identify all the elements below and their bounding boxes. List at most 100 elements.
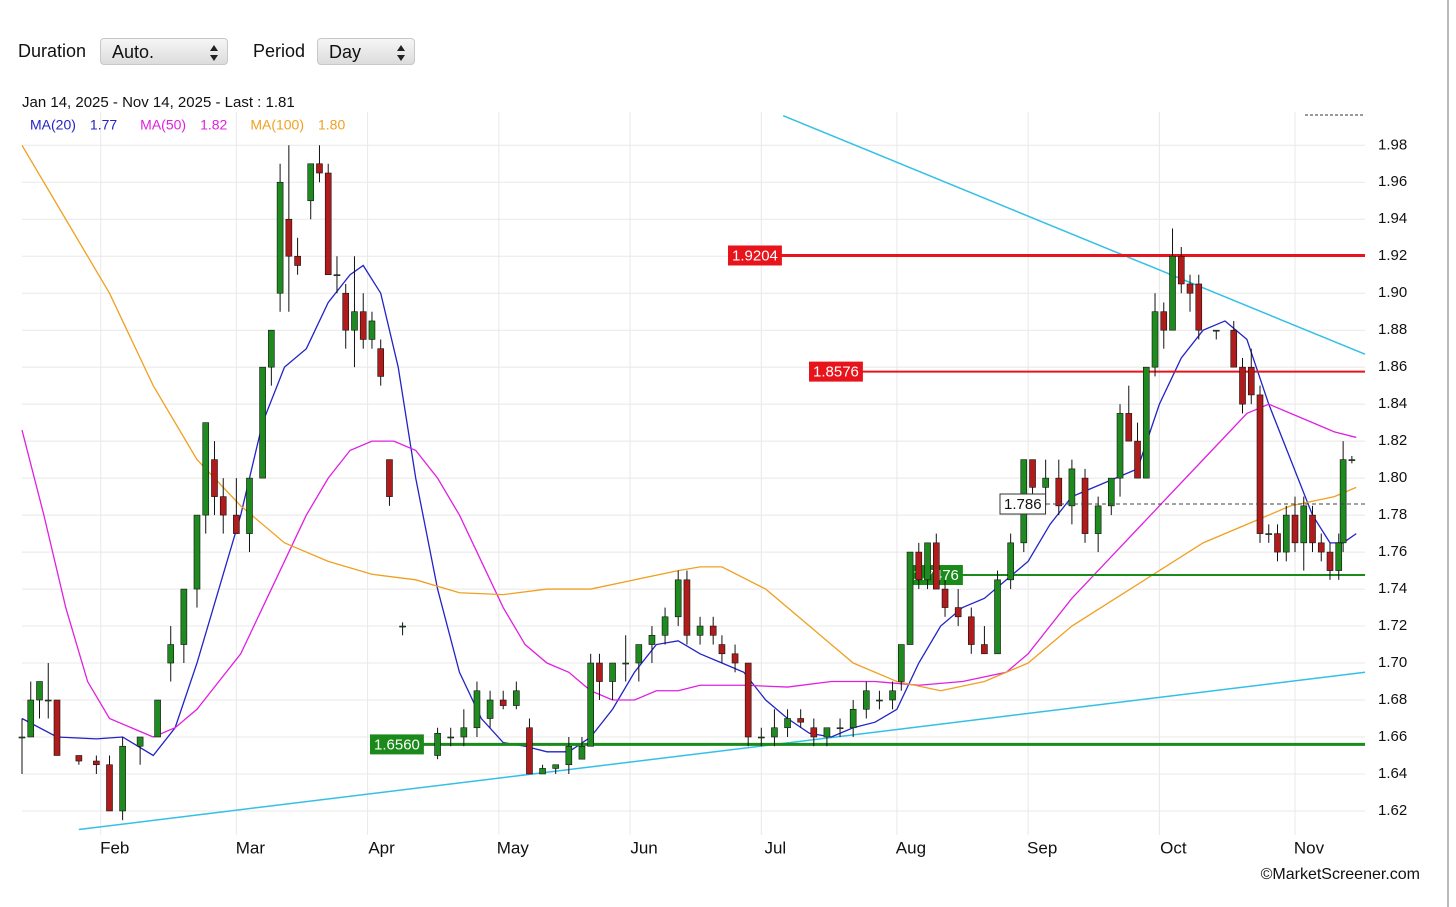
y-tick-label: 1.90 bbox=[1378, 284, 1407, 301]
level-tag-label: 1.8576 bbox=[813, 364, 859, 381]
candle-body bbox=[499, 699, 507, 706]
candle-body bbox=[75, 755, 83, 762]
candle-body bbox=[709, 625, 717, 636]
y-tick-label: 1.82 bbox=[1378, 432, 1407, 449]
candle-body bbox=[797, 718, 804, 723]
x-tick-label: Jul bbox=[764, 838, 786, 857]
level-tag-box bbox=[370, 734, 424, 755]
candle-body bbox=[154, 699, 161, 738]
candle-body bbox=[578, 745, 586, 760]
candle-body bbox=[1247, 366, 1255, 396]
period-label: Period bbox=[253, 41, 306, 61]
candle-body bbox=[333, 274, 341, 277]
candle-body bbox=[1186, 283, 1194, 294]
x-tick-label: Sep bbox=[1027, 838, 1057, 857]
candle-body bbox=[1195, 283, 1203, 331]
level-tag-label: 1.9204 bbox=[732, 247, 778, 264]
candle-body bbox=[1335, 542, 1343, 571]
candle-body bbox=[661, 616, 669, 636]
candle-body bbox=[565, 745, 573, 766]
candle-body bbox=[44, 699, 52, 702]
candle-body bbox=[1142, 366, 1150, 479]
candle-body bbox=[167, 644, 175, 664]
y-tick-label: 1.70 bbox=[1378, 654, 1407, 671]
candle-body bbox=[587, 662, 594, 747]
candle-body bbox=[386, 459, 393, 497]
trend-line bbox=[78, 671, 1366, 831]
ma-line bbox=[21, 144, 1357, 692]
subtitle: Jan 14, 2025 - Nov 14, 2025 - Last : 1.8… bbox=[22, 94, 295, 111]
y-tick-label: 1.96 bbox=[1378, 173, 1407, 190]
y-tick-label: 1.86 bbox=[1378, 358, 1407, 375]
candle-body bbox=[368, 320, 376, 340]
candle-body bbox=[285, 218, 293, 257]
duration-select[interactable]: Auto. bbox=[100, 38, 228, 65]
candle-body bbox=[889, 690, 896, 701]
candle-body bbox=[596, 662, 603, 682]
y-tick-label: 1.94 bbox=[1378, 210, 1407, 227]
y-tick-label: 1.88 bbox=[1378, 321, 1407, 338]
candle-body bbox=[18, 736, 26, 739]
candle-body bbox=[784, 718, 791, 729]
candle-body bbox=[27, 699, 35, 738]
candle-body bbox=[513, 690, 520, 706]
candle-body bbox=[1007, 542, 1014, 581]
candle-body bbox=[316, 163, 323, 174]
page-border bbox=[1447, 0, 1449, 907]
candle-body bbox=[1291, 514, 1299, 544]
candle-body bbox=[1256, 394, 1264, 534]
candle-body bbox=[307, 163, 315, 202]
candle-body bbox=[486, 699, 494, 719]
ma-line bbox=[21, 264, 1357, 757]
candle-body bbox=[1134, 440, 1141, 479]
legend-value: 1.77 bbox=[90, 117, 117, 133]
candle-body bbox=[1125, 413, 1133, 442]
x-tick-label: Feb bbox=[100, 838, 129, 857]
candle-body bbox=[434, 732, 441, 756]
level-tag-box bbox=[728, 245, 782, 266]
x-tick-label: Nov bbox=[1294, 838, 1325, 857]
candle-body bbox=[342, 292, 350, 331]
select-arrows bbox=[210, 45, 218, 61]
candle-body bbox=[849, 708, 857, 729]
candle-body bbox=[906, 551, 914, 645]
y-tick-label: 1.62 bbox=[1378, 802, 1407, 819]
level-tag: 1.6560 bbox=[370, 734, 424, 755]
x-tick-label: May bbox=[497, 838, 530, 857]
candle-body bbox=[359, 311, 367, 340]
y-tick-label: 1.84 bbox=[1378, 395, 1407, 412]
legend-name: MA(50) bbox=[140, 117, 186, 133]
candle-body bbox=[836, 727, 844, 730]
candle-body bbox=[1151, 311, 1159, 368]
candle-body bbox=[954, 607, 962, 618]
legend-value: 1.80 bbox=[318, 117, 345, 133]
trend-line bbox=[782, 115, 1366, 355]
candle-body bbox=[1339, 459, 1347, 544]
candle-body bbox=[526, 727, 533, 775]
candle-body bbox=[106, 764, 113, 812]
candle-body bbox=[1309, 514, 1316, 544]
duration-label: Duration bbox=[18, 41, 87, 61]
y-tick-label: 1.72 bbox=[1378, 617, 1407, 634]
period-select[interactable]: Day bbox=[317, 38, 415, 65]
y-tick-label: 1.76 bbox=[1378, 543, 1407, 560]
candle-body bbox=[294, 255, 301, 266]
candle-body bbox=[1230, 329, 1238, 368]
candle-body bbox=[1274, 533, 1281, 553]
candle-body bbox=[202, 422, 210, 516]
candle-body bbox=[823, 727, 831, 738]
last-label: 1.786 bbox=[1004, 496, 1042, 513]
candle-body bbox=[1317, 542, 1325, 553]
x-tick-label: Oct bbox=[1160, 838, 1187, 857]
candle-body bbox=[1282, 514, 1290, 553]
candle-body bbox=[1177, 255, 1185, 285]
candle-body bbox=[731, 653, 739, 664]
candle-body bbox=[635, 644, 643, 664]
candle-body bbox=[1160, 311, 1168, 331]
candle-body bbox=[53, 699, 61, 756]
x-tick-label: Jun bbox=[630, 838, 657, 857]
candle-body bbox=[862, 690, 870, 710]
candle-body bbox=[1029, 459, 1036, 488]
candle-body bbox=[609, 662, 616, 682]
